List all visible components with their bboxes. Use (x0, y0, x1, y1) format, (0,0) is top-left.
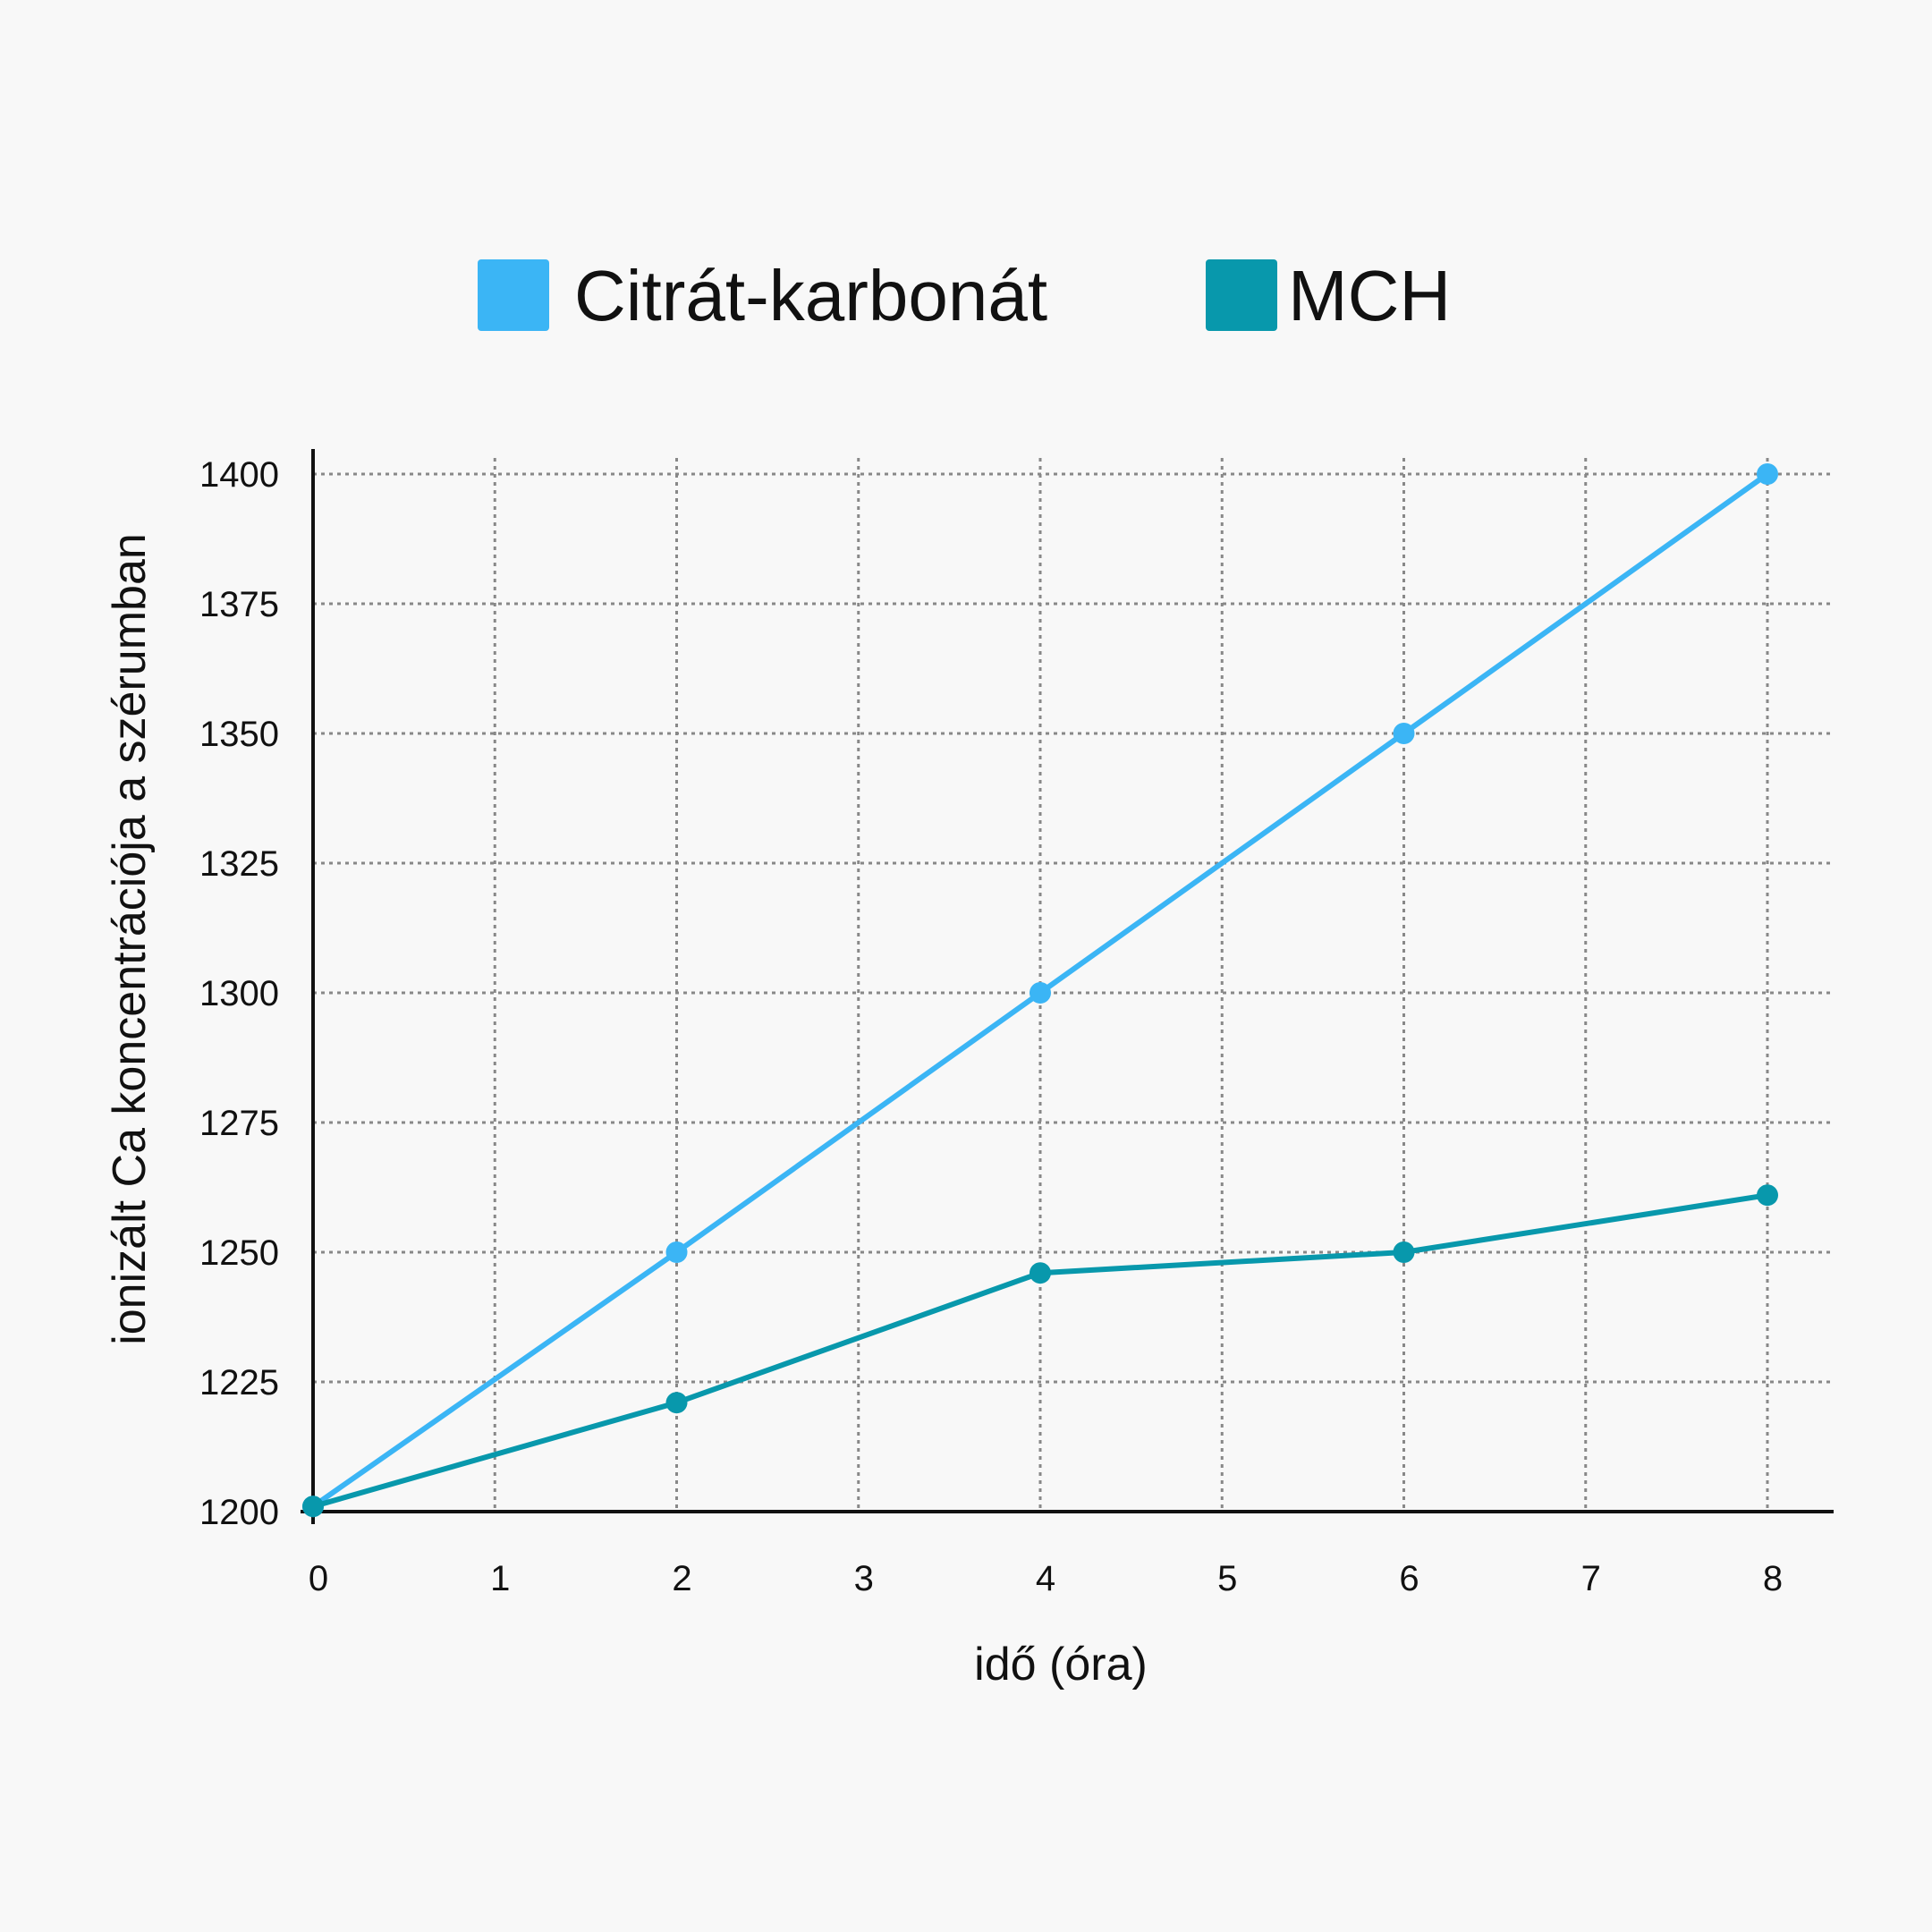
data-point (1757, 1184, 1778, 1207)
legend-swatch (478, 259, 549, 331)
axes (301, 449, 1834, 1524)
y-tick-label: 1250 (199, 1233, 279, 1273)
data-point (1393, 723, 1415, 744)
y-tick-label: 1400 (199, 455, 279, 495)
x-tick-label: 6 (1399, 1559, 1419, 1598)
x-tick-label: 7 (1581, 1559, 1601, 1598)
legend-label: Citrát-karbonát (574, 256, 1047, 335)
data-point (1757, 463, 1778, 485)
y-tick-label: 1325 (199, 844, 279, 884)
y-tick-label: 1300 (199, 974, 279, 1013)
x-tick-label: 8 (1763, 1559, 1783, 1598)
x-tick-label: 5 (1217, 1559, 1237, 1598)
tick-labels: 1200 1225 1250 1275 1300 1325 1350 1375 1400 0 1 2 3… (199, 455, 1783, 1598)
data-point (665, 1392, 688, 1414)
data-point (1030, 1262, 1051, 1284)
data-point (302, 1496, 324, 1518)
data-point (1393, 1241, 1415, 1263)
legend-swatch (1206, 259, 1277, 331)
x-tick-label: 2 (672, 1559, 691, 1598)
y-tick-label: 1350 (199, 715, 279, 754)
y-tick-label: 1225 (199, 1363, 279, 1402)
x-tick-label: 1 (490, 1559, 510, 1598)
grid (313, 458, 1832, 1512)
legend: Citrát-karbonát MCH (478, 256, 1451, 335)
y-tick-label: 1375 (199, 585, 279, 624)
data-point (1030, 982, 1051, 1004)
y-axis-title: ionizált Ca koncentrációja a szérumban (104, 533, 156, 1345)
x-axis-title: idő (óra) (974, 1639, 1148, 1690)
x-tick-label: 3 (854, 1559, 874, 1598)
data-point (665, 1241, 688, 1263)
x-tick-label: 4 (1036, 1559, 1055, 1598)
x-tick-label: 0 (309, 1559, 328, 1598)
legend-label: MCH (1288, 256, 1451, 335)
y-tick-label: 1200 (199, 1493, 279, 1532)
series (302, 463, 1778, 1518)
y-tick-label: 1275 (199, 1104, 279, 1143)
